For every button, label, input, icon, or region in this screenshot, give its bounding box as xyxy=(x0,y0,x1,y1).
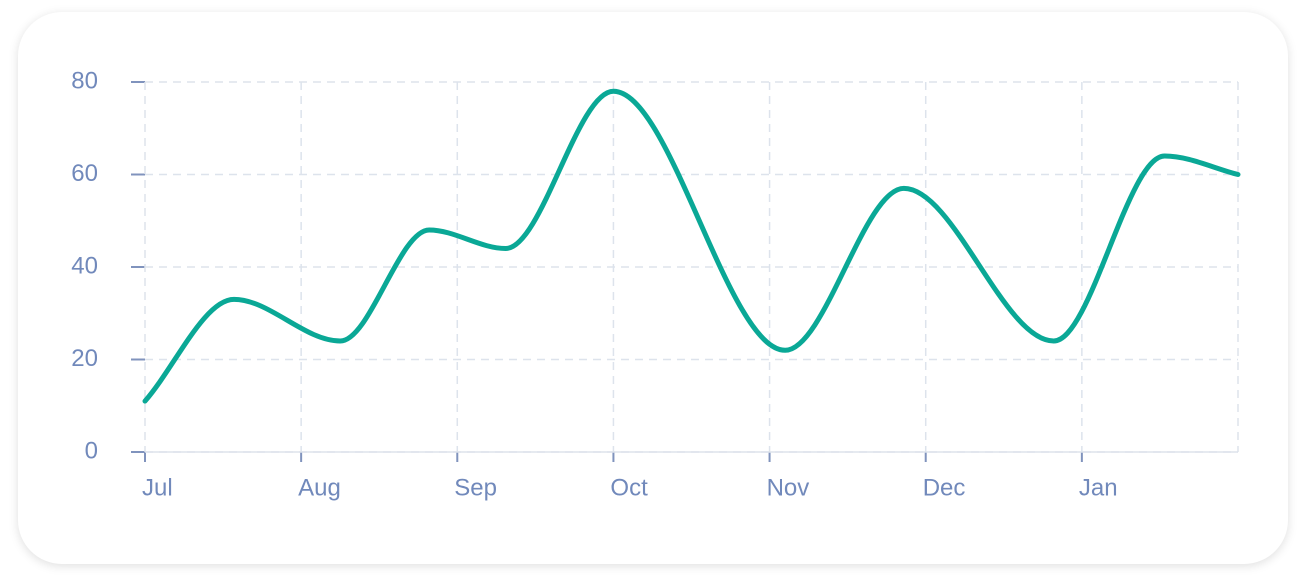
x-tick-label: Nov xyxy=(767,474,810,501)
x-tick-label: Sep xyxy=(454,474,497,501)
x-tick-label: Jan xyxy=(1079,474,1118,501)
card xyxy=(18,12,1288,564)
y-tick-label: 80 xyxy=(71,67,98,94)
data-line xyxy=(142,88,1241,404)
x-tick-label: Oct xyxy=(610,474,648,501)
y-tick-label: 40 xyxy=(71,252,98,279)
y-tick-label: 60 xyxy=(71,160,98,187)
x-tick-label: Aug xyxy=(298,474,341,501)
x-tick-label: Dec xyxy=(923,474,966,501)
y-tick-label: 20 xyxy=(71,345,98,372)
x-tick-label: Jul xyxy=(142,474,173,501)
y-tick-label: 0 xyxy=(85,437,98,464)
